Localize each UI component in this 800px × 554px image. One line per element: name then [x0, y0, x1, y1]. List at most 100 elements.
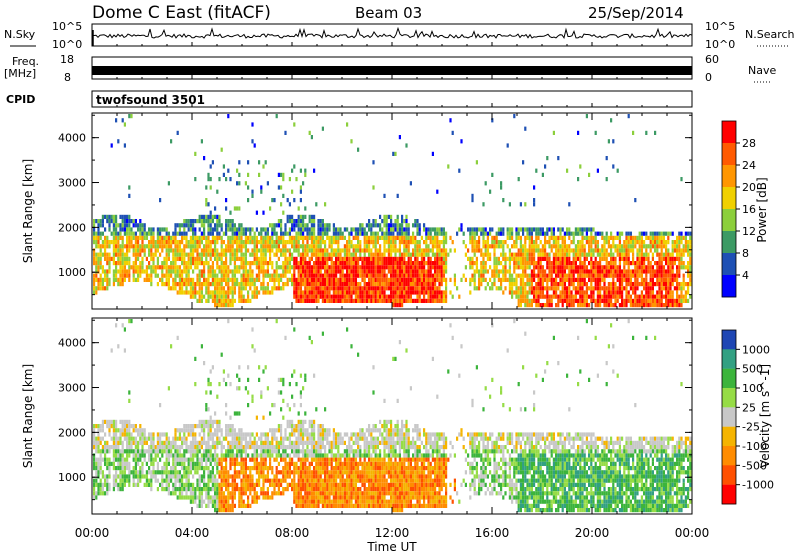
power-echo-cell	[502, 252, 505, 257]
power-echo-cell	[568, 298, 571, 303]
power-echo-cell	[154, 269, 157, 274]
power-echo-cell	[128, 219, 131, 224]
velocity-echo-cell	[95, 478, 98, 483]
power-echo-cell	[346, 294, 349, 299]
velocity-echo-cell	[200, 487, 203, 492]
power-echo-cell	[350, 282, 353, 287]
power-echo-cell	[295, 244, 298, 249]
power-echo-cell	[434, 261, 437, 266]
velocity-echo-cell	[95, 461, 98, 466]
power-echo-cell	[306, 248, 309, 253]
power-echo-cell	[438, 244, 441, 249]
power-echo-cell	[297, 244, 300, 249]
power-echo-cell	[343, 277, 346, 282]
power-echo-cell	[249, 282, 252, 287]
power-echo-cell	[141, 240, 144, 245]
power-echo-cell	[601, 265, 604, 270]
velocity-echo-cell	[178, 470, 181, 475]
power-echo-cell	[506, 143, 509, 148]
power-echo-cell	[335, 248, 338, 253]
power-echo-cell	[537, 273, 540, 278]
power-echo-cell	[200, 139, 203, 144]
power-echo-cell	[196, 265, 199, 270]
power-echo-cell	[306, 277, 309, 282]
power-echo-cell	[152, 231, 155, 236]
velocity-echo-cell	[203, 466, 206, 471]
power-echo-cell	[222, 248, 225, 253]
velocity-echo-cell	[174, 482, 177, 487]
power-echo-cell	[581, 248, 584, 253]
power-echo-cell	[533, 227, 536, 232]
power-echo-cell	[143, 269, 146, 274]
power-echo-cell	[583, 227, 586, 232]
power-echo-cell	[306, 282, 309, 287]
power-echo-cell	[394, 273, 397, 278]
power-echo-cell	[315, 286, 318, 291]
power-echo-cell	[262, 210, 265, 215]
power-echo-cell	[93, 273, 96, 278]
power-echo-cell	[621, 282, 624, 287]
power-echo-cell	[636, 235, 639, 240]
power-echo-cell	[629, 277, 632, 282]
power-echo-cell	[665, 290, 668, 295]
velocity-echo-cell	[220, 482, 223, 487]
power-echo-cell	[625, 231, 628, 236]
power-echo-cell	[431, 273, 434, 278]
power-echo-cell	[581, 231, 584, 236]
power-echo-cell	[310, 273, 313, 278]
velocity-echo-cell	[207, 474, 210, 479]
power-echo-cell	[687, 252, 690, 257]
power-echo-cell	[552, 265, 555, 270]
power-echo-cell	[425, 252, 428, 257]
power-echo-cell	[429, 248, 432, 253]
power-echo-cell	[291, 277, 294, 282]
power-echo-cell	[374, 269, 377, 274]
power-echo-cell	[104, 277, 107, 282]
power-echo-cell	[374, 231, 377, 236]
power-echo-cell	[667, 265, 670, 270]
power-echo-cell	[295, 294, 298, 299]
power-echo-cell	[387, 227, 390, 232]
power-echo-cell	[207, 286, 210, 291]
power-echo-cell	[95, 219, 98, 224]
power-echo-cell	[242, 227, 245, 232]
power-echo-cell	[299, 265, 302, 270]
power-echo-cell	[165, 261, 168, 266]
power-echo-cell	[247, 160, 250, 165]
velocity-echo-cell	[189, 482, 192, 487]
power-echo-cell	[262, 244, 265, 249]
power-echo-cell	[394, 261, 397, 266]
power-echo-cell	[632, 282, 635, 287]
power-echo-cell	[625, 303, 628, 308]
power-echo-cell	[423, 286, 426, 291]
power-echo-cell	[654, 282, 657, 287]
power-echo-cell	[183, 282, 186, 287]
power-echo-cell	[379, 273, 382, 278]
power-echo-cell	[568, 273, 571, 278]
power-echo-cell	[559, 244, 562, 249]
power-echo-cell	[185, 286, 188, 291]
power-echo-cell	[269, 256, 272, 261]
power-echo-cell	[519, 235, 522, 240]
power-echo-cell	[365, 244, 368, 249]
power-echo-cell	[390, 214, 393, 219]
velocity-echo-cell	[139, 478, 142, 483]
power-echo-cell	[273, 240, 276, 245]
power-echo-cell	[673, 248, 676, 253]
velocity-echo-cell	[211, 453, 214, 458]
velocity-echo-cell	[106, 449, 109, 454]
velocity-echo-cell	[128, 319, 131, 324]
power-echo-cell	[405, 286, 408, 291]
power-echo-cell	[233, 269, 236, 274]
power-echo-cell	[524, 294, 527, 299]
power-echo-cell	[348, 269, 351, 274]
power-echo-cell	[203, 269, 206, 274]
velocity-echo-cell	[189, 424, 192, 429]
power-echo-cell	[665, 286, 668, 291]
velocity-echo-cell	[209, 432, 212, 437]
power-echo-cell	[546, 265, 549, 270]
power-echo-cell	[207, 231, 210, 236]
power-echo-cell	[341, 298, 344, 303]
power-echo-cell	[154, 265, 157, 270]
